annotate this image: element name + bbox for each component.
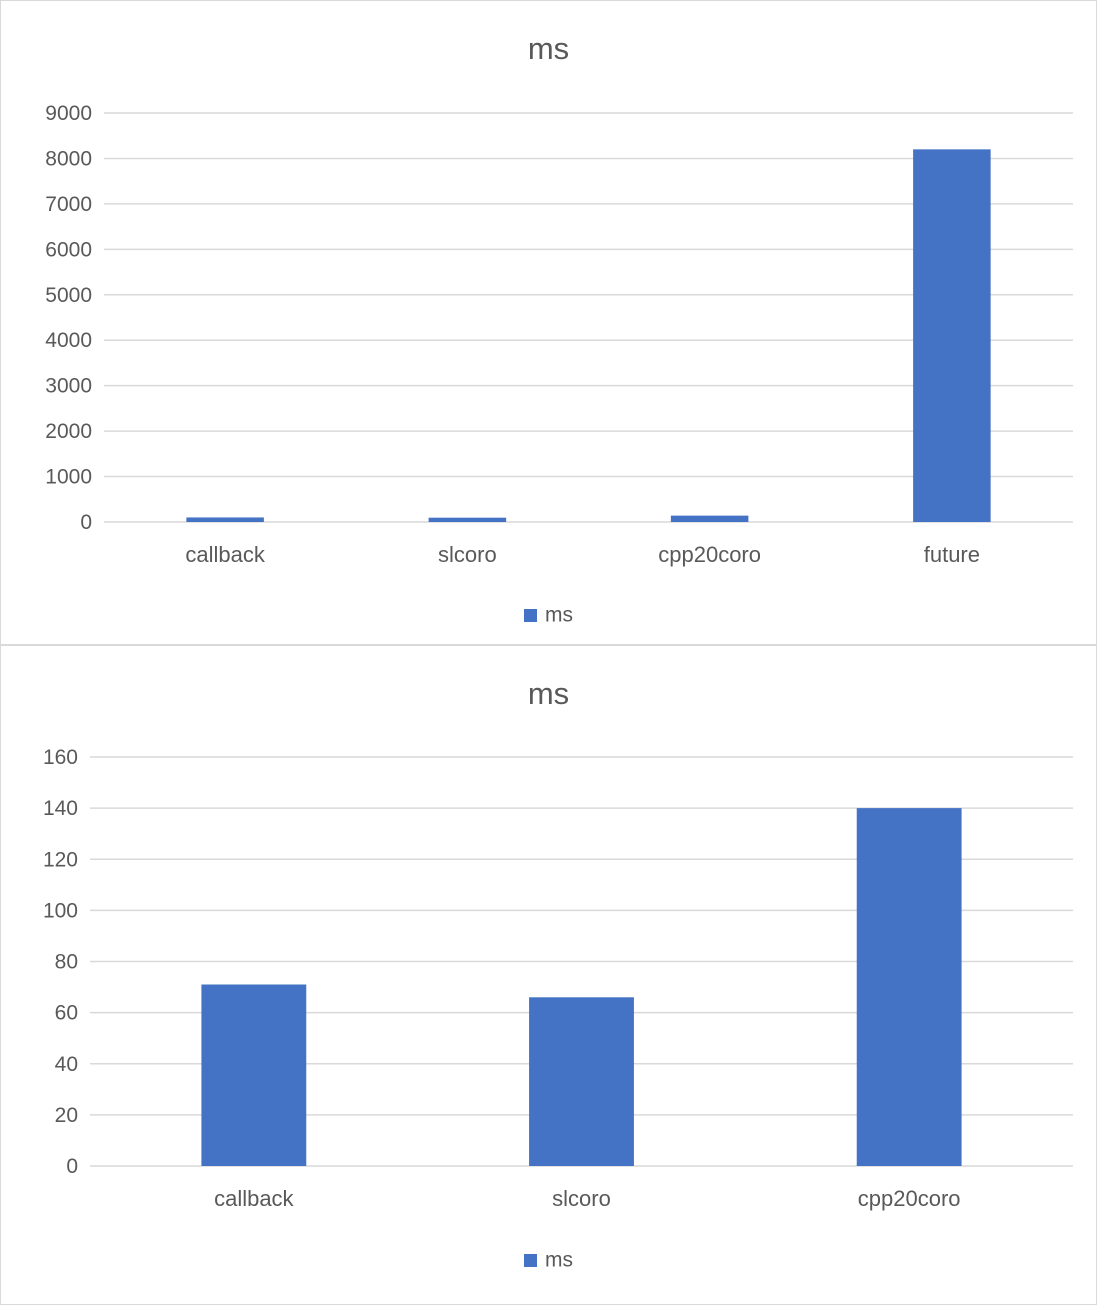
bar-callback <box>186 517 264 522</box>
chart-title: ms <box>527 31 570 66</box>
x-tick-label: callback <box>214 1186 294 1211</box>
bar-future <box>913 149 991 522</box>
y-tick-label: 80 <box>55 951 78 974</box>
y-tick-label: 3000 <box>45 375 92 398</box>
bar-callback <box>201 984 307 1166</box>
bar-slcoro <box>529 997 634 1166</box>
x-tick-label: slcoro <box>552 1186 611 1211</box>
y-tick-label: 100 <box>43 899 78 922</box>
y-tick-label: 7000 <box>45 193 92 216</box>
bar-chart-coroutines: 0 20 40 60 80 100 120 140 160 callback slcoro cpp20… <box>43 746 1073 1211</box>
y-tick-label: 1000 <box>45 466 92 489</box>
y-tick-label: 6000 <box>45 238 92 261</box>
legend-swatch <box>524 1253 537 1267</box>
y-tick-label: 2000 <box>45 420 92 443</box>
legend: ms <box>1 603 1096 627</box>
y-tick-label: 8000 <box>45 147 92 170</box>
y-tick-label: 160 <box>43 746 78 769</box>
y-tick-label: 5000 <box>45 284 92 307</box>
y-tick-label: 4000 <box>45 329 92 352</box>
legend-label: ms <box>545 1248 573 1272</box>
y-tick-label: 40 <box>55 1053 78 1076</box>
y-tick-label: 140 <box>43 797 78 820</box>
y-tick-label: 0 <box>66 1155 78 1178</box>
x-tick-label: cpp20coro <box>858 1186 961 1211</box>
chart-panel-all-methods: ms 0 1000 2000 3000 4000 5000 6000 7000 8000 9000… <box>0 0 1097 645</box>
legend: ms <box>1 1248 1096 1272</box>
bar-cpp20coro <box>670 515 749 522</box>
y-tick-label: 20 <box>55 1104 78 1127</box>
y-tick-label: 120 <box>43 848 78 871</box>
x-tick-label: cpp20coro <box>658 542 761 567</box>
bar-cpp20coro <box>856 808 962 1166</box>
chart-panel-coroutines: ms 0 20 40 60 80 100 120 140 160 callback slcoro cp… <box>0 645 1097 1305</box>
y-tick-label: 0 <box>80 511 92 534</box>
bar-slcoro <box>428 517 507 522</box>
legend-label: ms <box>545 603 573 627</box>
x-tick-label: slcoro <box>438 542 497 567</box>
y-tick-label: 9000 <box>45 102 92 125</box>
x-tick-label: future <box>924 542 980 567</box>
bar-chart-all-methods: 0 1000 2000 3000 4000 5000 6000 7000 8000 9000 cal… <box>45 102 1073 567</box>
legend-swatch <box>524 608 537 622</box>
chart-title: ms <box>527 676 570 711</box>
y-tick-label: 60 <box>55 1002 78 1025</box>
x-tick-label: callback <box>185 542 265 567</box>
